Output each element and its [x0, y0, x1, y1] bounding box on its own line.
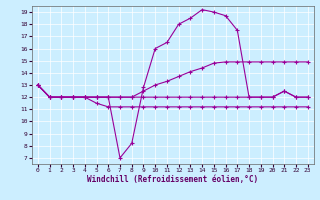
X-axis label: Windchill (Refroidissement éolien,°C): Windchill (Refroidissement éolien,°C): [87, 175, 258, 184]
